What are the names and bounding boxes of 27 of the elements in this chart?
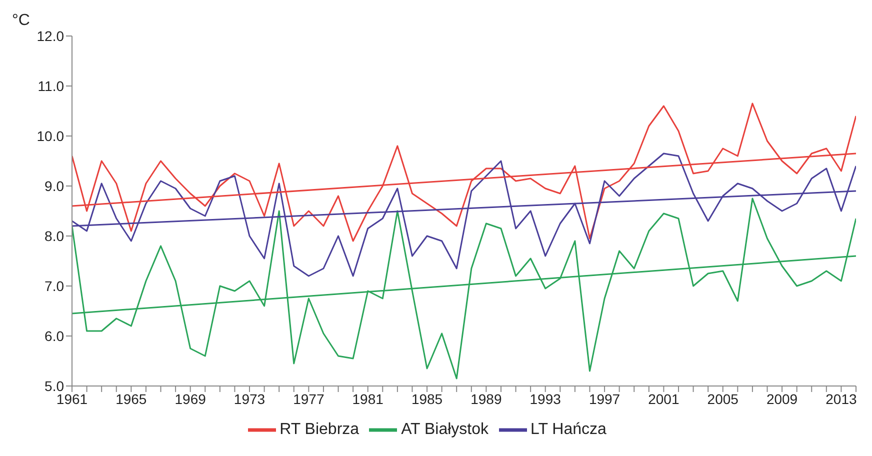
x-tick-label: 1993 <box>530 390 562 407</box>
x-tick-label: 1965 <box>116 390 147 407</box>
y-axis-title: °C <box>12 12 30 30</box>
x-tick-label: 1977 <box>293 390 324 407</box>
legend-label: AT Białystok <box>401 421 488 438</box>
x-tick-label: 1969 <box>174 390 206 407</box>
x-tick-label: 2009 <box>766 390 798 407</box>
x-tick-label: 2005 <box>707 390 739 407</box>
x-tick-label: 2001 <box>648 390 680 407</box>
line-series <box>72 198 856 380</box>
x-tick-label: 1997 <box>588 390 620 407</box>
x-tick-label: 2013 <box>826 390 857 407</box>
x-tick-label: 1981 <box>352 390 384 407</box>
y-tick-label: 10.0 <box>36 128 64 144</box>
y-tick-label: 12.0 <box>36 28 64 44</box>
y-tick-label: 11.0 <box>38 78 64 94</box>
y-tick-label: 9.0 <box>44 178 64 194</box>
line-series <box>72 102 856 242</box>
x-tick-label: 1985 <box>411 390 443 407</box>
legend-label: LT Hańcza <box>530 421 606 438</box>
y-tick-label: 8.0 <box>44 228 64 244</box>
legend-label: RT Biebrza <box>280 421 360 438</box>
x-tick-label: 1973 <box>234 390 266 407</box>
x-tick-label: 1989 <box>470 390 502 407</box>
line-series <box>72 152 856 277</box>
y-tick-label: 7.0 <box>44 278 64 294</box>
y-tick-label: 6.0 <box>44 328 64 344</box>
